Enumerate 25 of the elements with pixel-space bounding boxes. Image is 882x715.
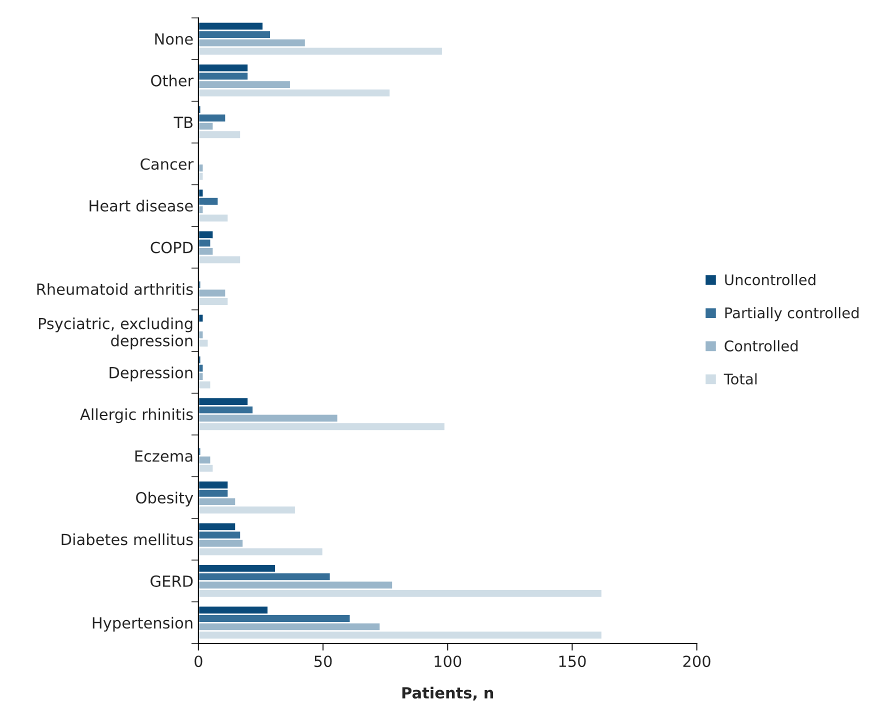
y-tick-label: Depression [110,366,192,382]
y-tick-label: None [155,33,193,45]
y-tick-label: Rheumatoid arthritis [37,283,193,295]
legend-label: Partially controlled [725,307,859,322]
x-tick-label: 200 [683,656,710,668]
y-tick-label: Other [151,74,194,86]
legend-label: Uncontrolled [725,274,816,286]
y-tick-label: GERD [150,575,193,587]
y-tick-label: Hypertension [92,616,192,632]
y-tick-label: TB [174,116,193,128]
y-tick-label: Heart disease [90,200,193,212]
x-tick-label: 0 [194,656,202,668]
x-tick-label: 150 [559,656,586,668]
x-tick-label: 100 [434,656,462,668]
x-tick-label: 50 [314,656,332,668]
y-tick-label: Allergic rhinitis [80,408,193,424]
y-tick-label: Cancer [140,158,194,170]
y-tick-label: Diabetes mellitus [62,533,193,546]
y-tick-label: Eczema [135,450,192,462]
y-tick-label: COPD [150,242,193,254]
y-tick-label: Obesity [136,492,194,507]
y-tick-label: Psyciatric, excluding depression [38,317,192,350]
legend-label: Total [724,373,757,385]
x-axis-title: Patients, n [402,686,494,701]
legend-label: Controlled [724,340,798,352]
